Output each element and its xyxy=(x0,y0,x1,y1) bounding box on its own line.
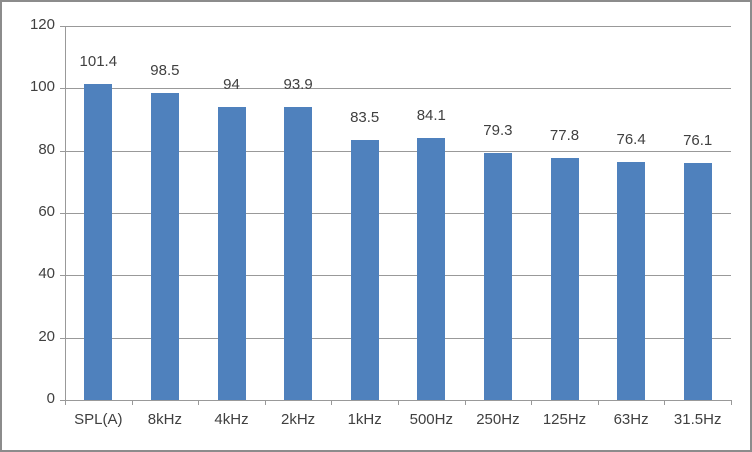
x-axis-tick xyxy=(398,400,399,405)
bar-500Hz xyxy=(417,137,446,400)
x-axis-tick xyxy=(331,400,333,405)
y-axis-line xyxy=(65,26,66,400)
value-label: 76.1 xyxy=(683,131,713,149)
bar-125Hz xyxy=(550,157,579,400)
bar-8kHz xyxy=(150,93,179,400)
y-axis-tick xyxy=(60,26,65,27)
value-label: 93.9 xyxy=(283,76,313,94)
y-axis-tick-label: 0 xyxy=(46,390,55,407)
x-axis-tick xyxy=(65,400,66,405)
bar-4kHz xyxy=(217,107,246,400)
bar-1kHz xyxy=(350,139,379,400)
bar-2kHz xyxy=(284,107,313,400)
category-label: 125Hz xyxy=(542,411,587,428)
category-label: 500Hz xyxy=(409,411,453,428)
category-label: 2kHz xyxy=(281,411,316,428)
value-label: 98.5 xyxy=(150,62,180,79)
y-axis-tick-label: 60 xyxy=(38,203,55,220)
value-label: 101.4 xyxy=(79,52,118,70)
value-label: 84.1 xyxy=(416,106,446,124)
bar-63Hz xyxy=(617,161,646,400)
x-axis-tick xyxy=(731,400,732,405)
y-axis-tick-label: 100 xyxy=(29,78,55,96)
x-axis-tick xyxy=(198,400,200,405)
y-axis-tick xyxy=(60,88,65,90)
gridline xyxy=(65,213,731,214)
category-label: 31.5Hz xyxy=(673,411,722,428)
x-axis-tick xyxy=(664,400,666,405)
value-label: 94 xyxy=(223,76,240,94)
gridline xyxy=(65,150,731,152)
value-label: 83.5 xyxy=(350,108,380,126)
gridline xyxy=(65,26,731,27)
x-axis-tick xyxy=(464,400,466,405)
value-label: 77.8 xyxy=(549,126,580,144)
y-axis-tick xyxy=(60,213,65,214)
x-axis-tick xyxy=(531,400,533,405)
x-axis-tick xyxy=(264,400,266,405)
category-label: 4kHz xyxy=(214,411,249,428)
gridline xyxy=(65,275,731,277)
bar-250Hz xyxy=(483,152,512,400)
category-label: SPL(A) xyxy=(74,411,123,428)
y-axis-tick xyxy=(60,400,65,401)
y-axis-tick-label: 80 xyxy=(38,140,55,158)
category-label: 1kHz xyxy=(347,411,382,428)
bar-31.5Hz xyxy=(683,162,712,400)
category-label: 8kHz xyxy=(147,411,182,428)
y-axis-tick-label: 20 xyxy=(38,327,55,345)
y-axis-tick-label: 120 xyxy=(29,16,55,33)
y-axis-tick xyxy=(60,150,65,152)
category-label: 63Hz xyxy=(613,411,649,428)
y-axis-tick xyxy=(60,337,65,339)
category-label: 250Hz xyxy=(476,411,520,428)
y-axis-tick-label: 40 xyxy=(38,265,55,283)
gridline xyxy=(65,88,731,90)
x-axis-tick xyxy=(131,400,133,405)
gridline xyxy=(65,337,731,339)
value-label: 76.4 xyxy=(616,130,646,148)
y-axis-tick xyxy=(60,275,65,277)
x-axis-tick xyxy=(597,400,599,405)
value-label: 79.3 xyxy=(483,121,513,139)
bar-SPL(A) xyxy=(84,83,113,400)
